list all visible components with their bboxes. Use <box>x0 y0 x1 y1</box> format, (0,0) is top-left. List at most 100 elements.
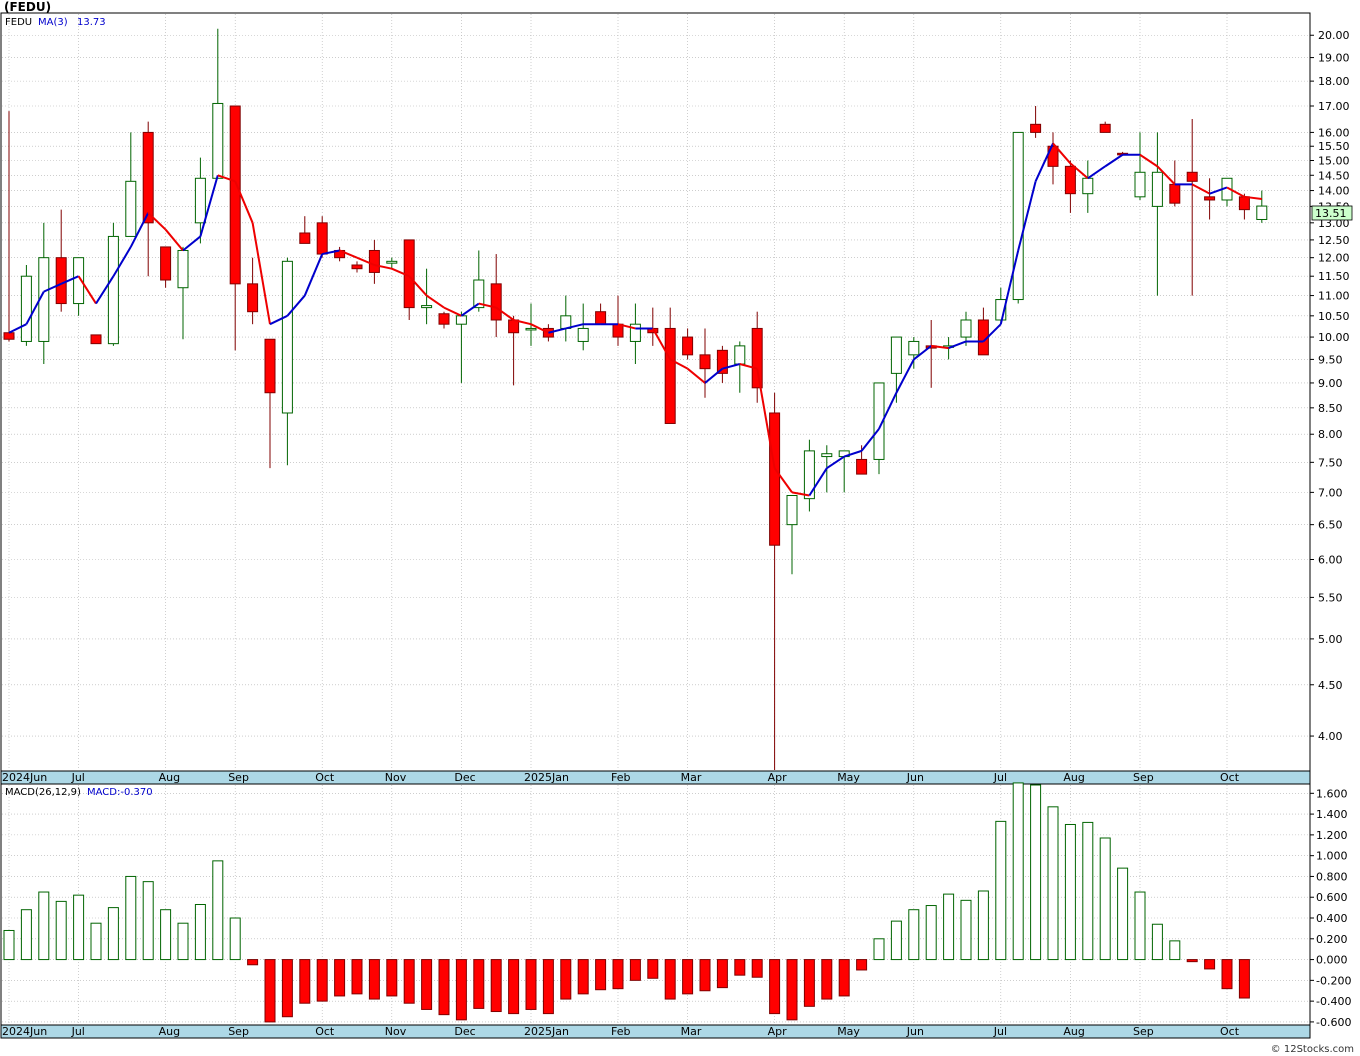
ma-segment <box>443 306 462 317</box>
ma-segment <box>303 253 324 296</box>
price-y-tick-label: 9.00 <box>1318 377 1343 390</box>
ma-segment <box>60 275 80 285</box>
ma-segment <box>217 174 236 183</box>
ma-segment <box>25 291 45 325</box>
ma-segment <box>756 368 776 469</box>
macd-bar <box>386 959 398 997</box>
ma-segment <box>548 327 567 334</box>
macd-bar <box>525 959 537 1010</box>
candle-body <box>734 345 746 365</box>
macd-y-tick-label: 1.600 <box>1316 787 1348 800</box>
candle-body <box>351 264 363 270</box>
price-y-tick-label: 17.00 <box>1318 100 1350 113</box>
candle-body <box>542 327 554 338</box>
macd-bar <box>577 959 589 995</box>
candle-body <box>247 283 259 313</box>
candle-body <box>160 246 172 281</box>
macd-x-tick-label: Jul <box>71 1025 85 1038</box>
candle-body <box>421 305 433 309</box>
macd-x-tick-label: Aug <box>159 1025 180 1038</box>
ma-segment <box>513 319 532 326</box>
candle-body <box>664 327 676 424</box>
candle-body <box>856 458 868 475</box>
candle-body <box>1256 205 1268 220</box>
macd-bar <box>73 894 85 961</box>
price-x-tick-label: Oct <box>315 771 335 784</box>
macd-bar <box>664 959 676 1000</box>
ma-segment <box>1052 142 1072 165</box>
ma-segment <box>112 246 132 277</box>
price-x-tick-label: Nov <box>385 771 407 784</box>
price-y-tick-label: 4.50 <box>1318 679 1343 692</box>
ma-segment <box>530 323 549 334</box>
ma-segment <box>617 323 636 330</box>
candle-body <box>577 327 589 342</box>
ma-segment <box>8 323 27 334</box>
macd-bar <box>403 959 415 1004</box>
macd-bar <box>1134 891 1146 961</box>
macd-x-tick-label: May <box>837 1025 860 1038</box>
macd-x-tick-label: Oct <box>1220 1025 1240 1038</box>
candle-body <box>1151 171 1163 207</box>
macd-bar <box>542 959 554 1015</box>
macd-x-tick-label: Dec <box>454 1025 475 1038</box>
price-y-tick-label: 8.00 <box>1318 428 1343 441</box>
ma-segment <box>495 306 515 321</box>
ma-segment <box>878 392 898 430</box>
macd-bar <box>647 959 659 979</box>
price-x-tick-label: Mar <box>681 771 702 784</box>
macd-y-tick-label: 1.000 <box>1316 850 1348 863</box>
candle-body <box>1238 196 1250 211</box>
macd-bar <box>20 909 32 961</box>
macd-y-tick-label: -0.600 <box>1316 1016 1351 1029</box>
macd-bar <box>716 959 728 989</box>
candle-body <box>821 453 833 458</box>
last-price-box <box>1311 205 1353 221</box>
ma-segment <box>339 249 358 259</box>
ma-segment <box>95 275 115 305</box>
ma-segment <box>808 467 828 497</box>
ma-segment <box>895 358 915 394</box>
ma-segment <box>739 363 758 370</box>
candle-body <box>55 257 67 305</box>
macd-x-tick-label: Apr <box>768 1025 788 1038</box>
ma-segment <box>791 491 810 497</box>
candle-body <box>1169 183 1181 204</box>
candle-body <box>786 494 798 526</box>
macd-bar <box>1099 837 1111 961</box>
macd-x-tick-label: 2024Jun <box>2 1025 47 1038</box>
macd-bar <box>229 917 241 961</box>
price-y-tick-label: 15.00 <box>1318 155 1350 168</box>
candle-body <box>386 260 398 264</box>
ma-segment <box>426 294 445 309</box>
ma-segment <box>1017 181 1037 251</box>
candle-body <box>716 349 728 374</box>
ma-segment <box>478 302 497 309</box>
candle-body <box>1012 131 1024 301</box>
ma-segment <box>773 467 793 493</box>
candle-body <box>560 315 572 329</box>
candle-body <box>73 257 85 305</box>
ma-segment <box>269 314 288 326</box>
candle-body <box>1064 165 1076 195</box>
ma-segment <box>565 323 584 330</box>
macd-y-tick-label: 0.000 <box>1316 954 1348 967</box>
candle-body <box>316 222 328 255</box>
candle-body <box>1186 171 1198 182</box>
candle-body <box>177 249 189 289</box>
macd-bar <box>55 900 67 961</box>
ma-segment <box>1191 183 1211 195</box>
macd-bar <box>977 890 989 961</box>
macd-x-tick-label: Sep <box>1133 1025 1154 1038</box>
macd-bar <box>212 860 224 961</box>
price-y-tick-label: 14.00 <box>1318 185 1350 198</box>
price-x-tick-label: 2024Jun <box>2 771 47 784</box>
candle-body <box>769 412 781 546</box>
price-y-tick-label: 8.50 <box>1318 402 1343 415</box>
candle-body <box>1099 123 1111 133</box>
macd-bar <box>890 920 902 961</box>
macd-y-tick-label: 0.800 <box>1316 870 1348 883</box>
macd-bar <box>925 905 937 961</box>
ma-segment <box>43 282 62 293</box>
ma-segment <box>1104 153 1124 168</box>
